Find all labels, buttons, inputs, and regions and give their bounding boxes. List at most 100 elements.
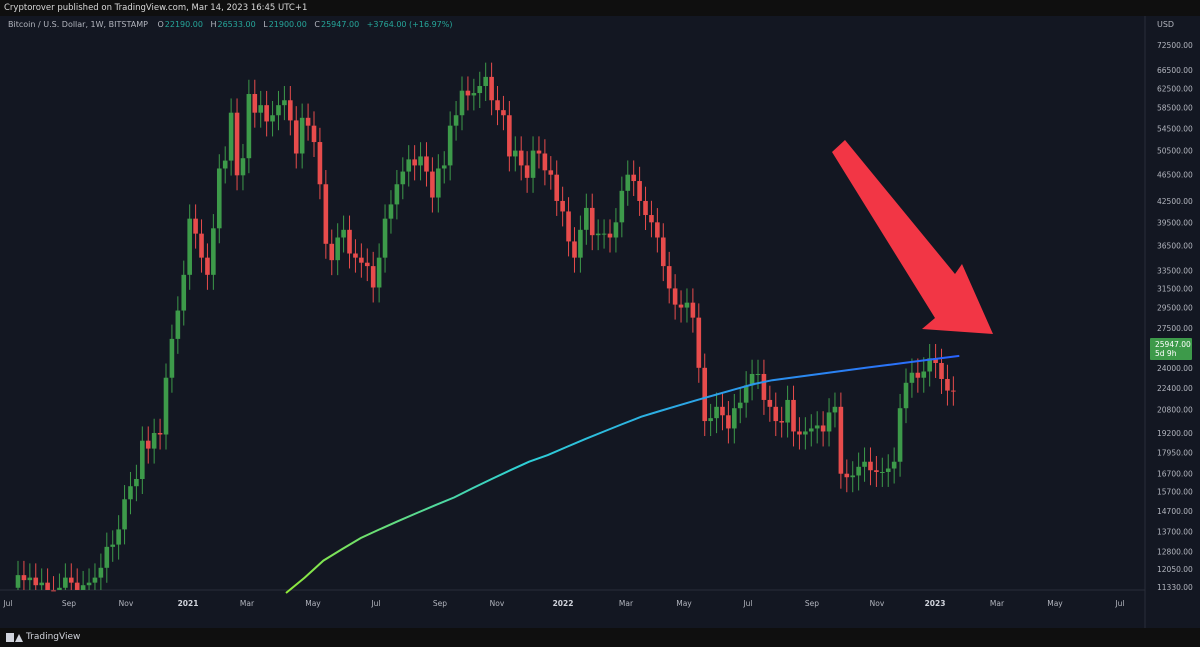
- candle-body: [145, 440, 151, 449]
- candle-body: [655, 222, 660, 238]
- candle-body: [856, 466, 861, 476]
- time-tick-label: Sep: [805, 599, 819, 608]
- candle-body: [589, 207, 595, 236]
- footer-bar: [0, 628, 1200, 647]
- candle-body: [33, 577, 39, 586]
- candle-body: [554, 174, 560, 201]
- candle-body: [122, 499, 127, 530]
- candle-body: [311, 125, 317, 143]
- candle-body: [258, 105, 264, 113]
- candle-body: [45, 582, 50, 590]
- price-tick-label: 42500.00: [1157, 197, 1193, 206]
- candle-body: [578, 229, 583, 258]
- candle-body: [305, 117, 311, 126]
- candle-body: [175, 310, 181, 339]
- candle-body: [276, 105, 281, 116]
- symbol-legend: Bitcoin / U.S. Dollar, 1W, BITSTAMP O221…: [8, 20, 454, 29]
- candle-body: [370, 266, 376, 288]
- price-tick-label: 58500.00: [1157, 104, 1193, 113]
- candle-body: [708, 418, 713, 422]
- candle-body: [702, 367, 708, 422]
- countdown-label: 5d 9h: [1155, 349, 1177, 358]
- candle-body: [868, 461, 873, 471]
- candle-body: [489, 76, 494, 101]
- price-tag: 25947.00 5d 9h: [1150, 338, 1192, 360]
- candle-body: [507, 115, 512, 157]
- candle-body: [74, 582, 80, 590]
- time-tick-label: Sep: [62, 599, 76, 608]
- candle-body: [791, 399, 796, 432]
- candle-body: [885, 468, 891, 472]
- candle-body: [749, 373, 755, 386]
- candle-body: [625, 174, 631, 191]
- moving-average-line: [285, 354, 960, 594]
- candle-body: [246, 94, 252, 159]
- candle-body: [678, 304, 684, 308]
- candle-body: [720, 406, 725, 416]
- candle-body: [743, 385, 749, 403]
- price-tick-label: 39500.00: [1157, 218, 1193, 227]
- time-tick-label: Jul: [1114, 599, 1124, 608]
- price-tick-label: 54500.00: [1157, 124, 1193, 133]
- candle-body: [631, 174, 636, 182]
- candle-body: [465, 90, 471, 96]
- candle-body: [376, 257, 382, 288]
- candle-body: [512, 150, 518, 157]
- candle-body: [530, 150, 536, 178]
- symbol-name[interactable]: Bitcoin / U.S. Dollar, 1W, BITSTAMP: [8, 20, 148, 29]
- candle-body: [779, 421, 784, 423]
- candle-body: [104, 546, 110, 568]
- price-tick-label: 12800.00: [1157, 547, 1193, 556]
- time-tick-label: May: [1047, 599, 1063, 608]
- price-axis[interactable]: 11330.00 12050.00 12800.00 13700.00 14700.00…: [1157, 41, 1193, 592]
- candle-body: [447, 125, 453, 166]
- candle-body: [459, 90, 465, 116]
- candle-body: [441, 165, 447, 169]
- candle-body: [548, 170, 554, 175]
- candle-body: [803, 431, 808, 435]
- candle-body: [21, 575, 27, 581]
- candle-body: [566, 211, 571, 242]
- currency-label: USD: [1157, 20, 1175, 29]
- time-axis[interactable]: Jul Sep Nov 2021 Mar May Jul Sep Nov 2022 Mar May Ju…: [2, 599, 1124, 608]
- time-tick-label: 2021: [178, 599, 199, 608]
- candle-body: [607, 233, 613, 238]
- time-tick-label: Nov: [870, 599, 885, 608]
- candle-body: [737, 402, 743, 409]
- candle-body: [353, 253, 358, 258]
- candle-body: [335, 237, 340, 261]
- candle-body: [903, 382, 909, 409]
- time-tick-label: Sep: [433, 599, 447, 608]
- change-value: +3764.00 (+16.97%): [366, 20, 453, 29]
- candle-body: [63, 577, 68, 588]
- candle-body: [542, 153, 548, 171]
- candle-body: [619, 190, 625, 223]
- candle-body: [240, 158, 246, 176]
- candle-body: [157, 432, 163, 435]
- down-arrow-annotation: [832, 140, 993, 334]
- candle-body: [15, 575, 21, 588]
- price-tick-label: 22400.00: [1157, 384, 1193, 393]
- close-label: C: [314, 20, 320, 29]
- candle-body: [39, 582, 44, 586]
- current-price-label: 25947.00: [1155, 340, 1191, 349]
- price-tick-label: 33500.00: [1157, 266, 1193, 275]
- price-chart[interactable]: 11330.00 12050.00 12800.00 13700.00 14700.00…: [0, 16, 1200, 628]
- candle-body: [80, 585, 86, 590]
- candle-body: [560, 200, 565, 212]
- candle-body: [477, 86, 483, 94]
- candle-body: [116, 529, 121, 545]
- candle-body: [761, 373, 767, 400]
- candle-body: [140, 440, 145, 480]
- candle-body: [329, 243, 335, 261]
- candle-body: [134, 479, 139, 487]
- candle-body: [288, 100, 293, 121]
- tradingview-logo[interactable]: TradingView: [6, 632, 80, 642]
- candle-body: [211, 228, 216, 275]
- open-label: O: [157, 20, 164, 29]
- price-tick-label: 14700.00: [1157, 507, 1193, 516]
- close-value: 25947.00: [321, 20, 360, 29]
- candle-body: [430, 171, 435, 198]
- publisher-bar: Cryptorover published on TradingView.com…: [0, 0, 1200, 16]
- price-tick-label: 16700.00: [1157, 470, 1193, 479]
